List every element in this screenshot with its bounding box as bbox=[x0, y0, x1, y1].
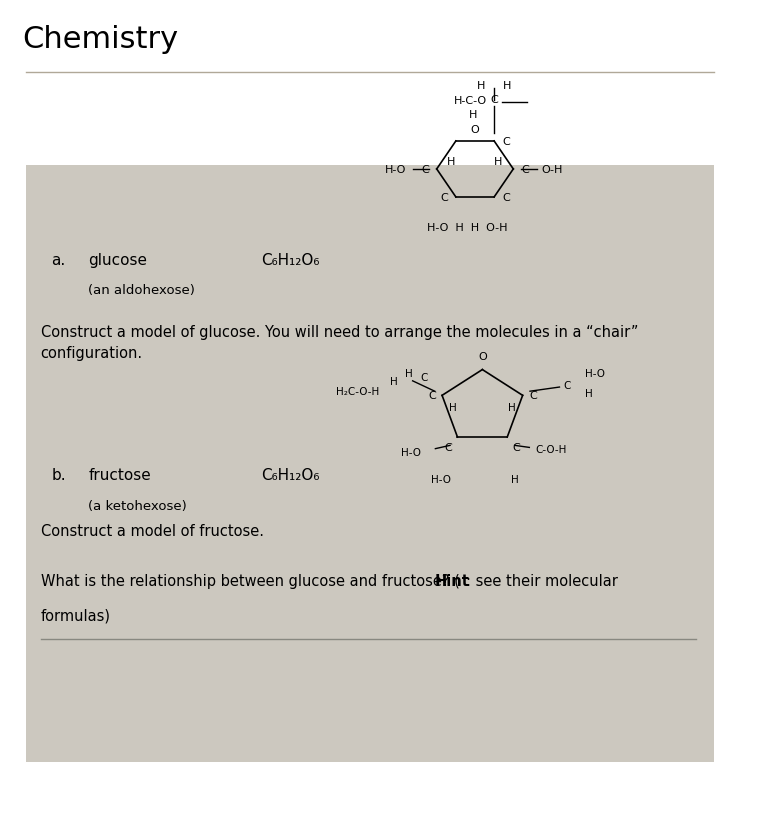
Text: a.: a. bbox=[52, 253, 65, 267]
Text: What is the relationship between glucose and fructose? (: What is the relationship between glucose… bbox=[41, 573, 460, 588]
Text: C: C bbox=[490, 95, 498, 105]
Text: H: H bbox=[405, 368, 413, 378]
Text: C: C bbox=[502, 137, 510, 147]
Text: Construct a model of glucose. You will need to arrange the molecules in a “chair: Construct a model of glucose. You will n… bbox=[41, 325, 638, 360]
Text: O-H: O-H bbox=[541, 165, 563, 175]
Text: (an aldohexose): (an aldohexose) bbox=[89, 284, 196, 297]
Text: (a ketohexose): (a ketohexose) bbox=[89, 499, 187, 513]
Text: C: C bbox=[428, 391, 436, 401]
Text: C: C bbox=[420, 373, 427, 383]
Text: fructose: fructose bbox=[89, 468, 151, 483]
Text: C: C bbox=[512, 442, 520, 452]
Text: C: C bbox=[529, 391, 537, 401]
Text: H: H bbox=[447, 156, 456, 166]
Text: H-O: H-O bbox=[400, 447, 420, 457]
Text: C-O-H: C-O-H bbox=[535, 445, 567, 455]
Text: C₆H₁₂O₆: C₆H₁₂O₆ bbox=[262, 253, 320, 267]
Text: H: H bbox=[511, 474, 518, 484]
Text: C: C bbox=[521, 165, 529, 175]
Text: C: C bbox=[563, 381, 571, 391]
Text: C: C bbox=[502, 193, 510, 203]
Text: H: H bbox=[390, 377, 398, 387]
Text: H-O  H  H  O-H: H-O H H O-H bbox=[427, 223, 508, 233]
Text: H: H bbox=[507, 402, 515, 412]
Text: H-O: H-O bbox=[585, 368, 605, 378]
Text: glucose: glucose bbox=[89, 253, 147, 267]
Text: H-C-O: H-C-O bbox=[454, 96, 487, 106]
Text: C: C bbox=[440, 193, 448, 203]
Text: Hint: Hint bbox=[434, 573, 470, 588]
Text: O: O bbox=[470, 125, 480, 135]
Text: H: H bbox=[585, 389, 593, 399]
Text: H: H bbox=[470, 110, 477, 120]
Text: C: C bbox=[445, 442, 453, 452]
Text: C₆H₁₂O₆: C₆H₁₂O₆ bbox=[262, 468, 320, 483]
Text: H₂C-O-H: H₂C-O-H bbox=[336, 387, 380, 397]
Text: : see their molecular: : see their molecular bbox=[466, 573, 618, 588]
Text: H-O: H-O bbox=[431, 474, 451, 484]
Text: Chemistry: Chemistry bbox=[22, 25, 178, 54]
Text: H: H bbox=[504, 81, 511, 91]
Text: O: O bbox=[478, 352, 487, 362]
Text: H: H bbox=[450, 402, 457, 412]
Text: b.: b. bbox=[52, 468, 66, 483]
Text: H: H bbox=[477, 81, 485, 91]
Text: H: H bbox=[494, 156, 503, 166]
Text: H-O: H-O bbox=[384, 165, 406, 175]
Text: Construct a model of fructose.: Construct a model of fructose. bbox=[41, 523, 263, 538]
Text: C: C bbox=[421, 165, 429, 175]
Text: formulas): formulas) bbox=[41, 608, 111, 623]
FancyBboxPatch shape bbox=[25, 166, 715, 762]
